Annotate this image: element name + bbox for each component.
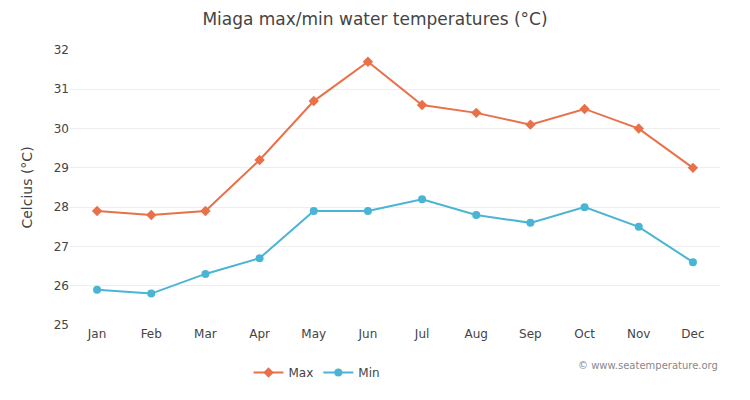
- svg-text:Jun: Jun: [358, 327, 378, 341]
- svg-text:30: 30: [54, 122, 69, 136]
- svg-text:Apr: Apr: [249, 327, 270, 341]
- svg-text:Jul: Jul: [414, 327, 429, 341]
- svg-text:31: 31: [54, 82, 69, 96]
- svg-text:Mar: Mar: [194, 327, 217, 341]
- svg-text:26: 26: [54, 279, 69, 293]
- svg-text:Jan: Jan: [87, 327, 107, 341]
- svg-text:Dec: Dec: [681, 327, 704, 341]
- svg-text:Celcius (°C): Celcius (°C): [19, 146, 35, 228]
- svg-text:Miaga max/min water temperatur: Miaga max/min water temperatures (°C): [202, 9, 547, 29]
- svg-text:Min: Min: [358, 366, 379, 380]
- svg-text:29: 29: [54, 161, 69, 175]
- svg-text:© www.seatemperature.org: © www.seatemperature.org: [578, 360, 718, 371]
- svg-text:28: 28: [54, 200, 69, 214]
- svg-text:Feb: Feb: [141, 327, 162, 341]
- svg-text:32: 32: [54, 43, 69, 57]
- svg-text:Aug: Aug: [465, 327, 488, 341]
- svg-text:25: 25: [54, 318, 69, 332]
- svg-text:Nov: Nov: [627, 327, 650, 341]
- svg-text:May: May: [301, 327, 326, 341]
- svg-text:Max: Max: [289, 366, 314, 380]
- svg-text:Sep: Sep: [519, 327, 542, 341]
- svg-text:Oct: Oct: [574, 327, 595, 341]
- svg-text:27: 27: [54, 240, 69, 254]
